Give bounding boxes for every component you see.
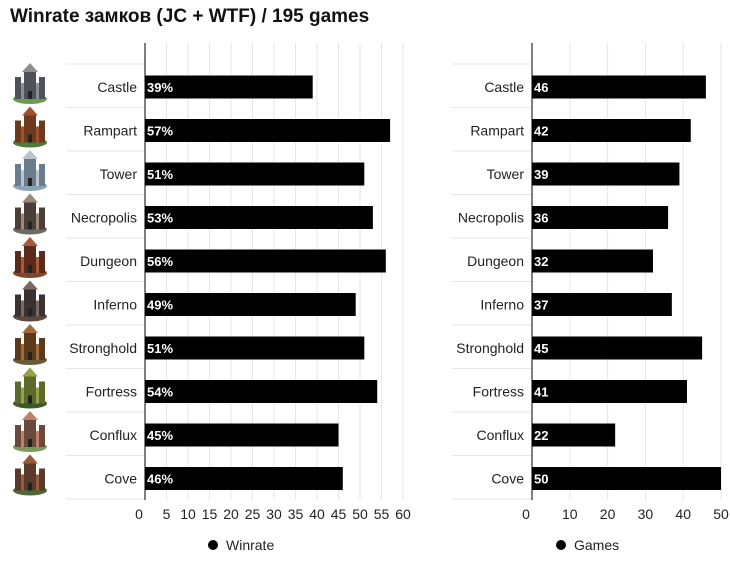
x-tick-label: 5 [163,506,171,522]
category-label: Conflux [90,427,137,443]
winrate-data-label: 53% [147,211,173,226]
category-label: Fortress [473,384,524,400]
x-tick-label: 30 [266,506,282,522]
necropolis-town-icon [13,193,47,235]
castle-town-icon [13,63,47,104]
x-tick-label: 40 [309,506,325,522]
x-tick-label: 20 [223,506,239,522]
games-bar [532,293,672,316]
stronghold-town-icon [13,324,47,365]
games-bar [532,75,706,99]
category-label: Cove [491,471,524,487]
winrate-bar [145,380,378,403]
winrate-bar [145,467,343,490]
winrate-data-label: 56% [147,254,173,269]
games-data-label: 32 [534,254,548,269]
x-tick-label: 10 [180,506,196,522]
winrate-data-label: 51% [147,341,173,356]
x-tick-label: 55 [374,506,390,522]
conflux-town-icon [13,411,47,452]
games-bar [532,380,687,403]
x-tick-label: 45 [331,506,347,522]
x-tick-label: 40 [675,506,691,522]
chart-title: Winrate замков (JC + WTF) / 195 games [10,6,370,27]
winrate-bar [145,293,356,316]
games-bar [532,119,691,142]
x-tick-label: 15 [202,506,218,522]
category-label: Inferno [93,297,137,313]
winrate-data-label: 57% [147,124,173,139]
legend-dot-icon [208,540,218,550]
games-data-label: 41 [534,385,548,400]
category-label: Tower [100,166,138,182]
x-tick-label: 35 [288,506,304,522]
winrate-bar [145,249,386,273]
games-data-label: 36 [534,211,548,226]
games-data-label: 50 [534,472,548,487]
legend-dot-icon [556,540,566,550]
winrate-data-label: 46% [147,472,173,487]
games-data-label: 45 [534,341,548,356]
x-tick-label: 50 [352,506,368,522]
winrate-bar [145,423,339,447]
games-data-label: 22 [534,428,548,443]
games-bar [532,423,616,447]
inferno-town-icon [13,280,47,322]
category-label: Necropolis [71,210,137,226]
category-label: Cove [104,471,137,487]
x-tick-label: 10 [562,506,578,522]
category-label: Castle [484,79,524,95]
category-label: Dungeon [80,253,137,269]
dungeon-town-icon [13,237,47,278]
games-data-label: 37 [534,298,548,313]
games-data-label: 46 [534,80,548,95]
games-bar [532,162,680,186]
games-data-label: 39 [534,167,548,182]
category-label: Tower [487,166,525,182]
category-label: Rampart [83,123,137,139]
category-label: Dungeon [467,253,524,269]
legend-label-winrate: Winrate [226,537,275,553]
x-tick-label: 0 [135,506,143,522]
tower-town-icon [13,150,47,191]
category-label: Inferno [480,297,524,313]
fortress-town-icon [13,367,47,409]
category-label: Necropolis [458,210,524,226]
x-tick-label: 50 [713,506,729,522]
category-label: Stronghold [69,340,137,356]
winrate-data-label: 51% [147,167,173,182]
x-tick-label: 20 [600,506,616,522]
winrate-data-label: 39% [147,80,173,95]
winrate-data-label: 45% [147,428,173,443]
games-bar [532,336,703,360]
category-label: Castle [97,79,137,95]
x-tick-label: 25 [245,506,261,522]
category-label: Fortress [86,384,137,400]
winrate-bar [145,336,365,360]
rampart-town-icon [13,106,47,148]
category-label: Rampart [470,123,524,139]
category-label: Stronghold [456,340,524,356]
legend-winrate: Winrate [208,537,274,553]
x-tick-label: 0 [522,506,530,522]
legend-label-games: Games [574,537,620,553]
winrate-bar [145,206,373,229]
cove-town-icon [13,454,47,496]
category-label: Conflux [477,427,524,443]
legend-games: Games [556,537,619,553]
games-data-label: 42 [534,124,548,139]
games-bar [532,249,653,273]
winrate-data-label: 49% [147,298,173,313]
games-bar [532,467,721,490]
x-tick-label: 60 [395,506,411,522]
x-tick-label: 30 [638,506,654,522]
games-bar [532,206,669,229]
winrate-bar [145,162,365,186]
winrate-data-label: 54% [147,385,173,400]
winrate-bar [145,75,313,99]
winrate-bar [145,119,391,142]
